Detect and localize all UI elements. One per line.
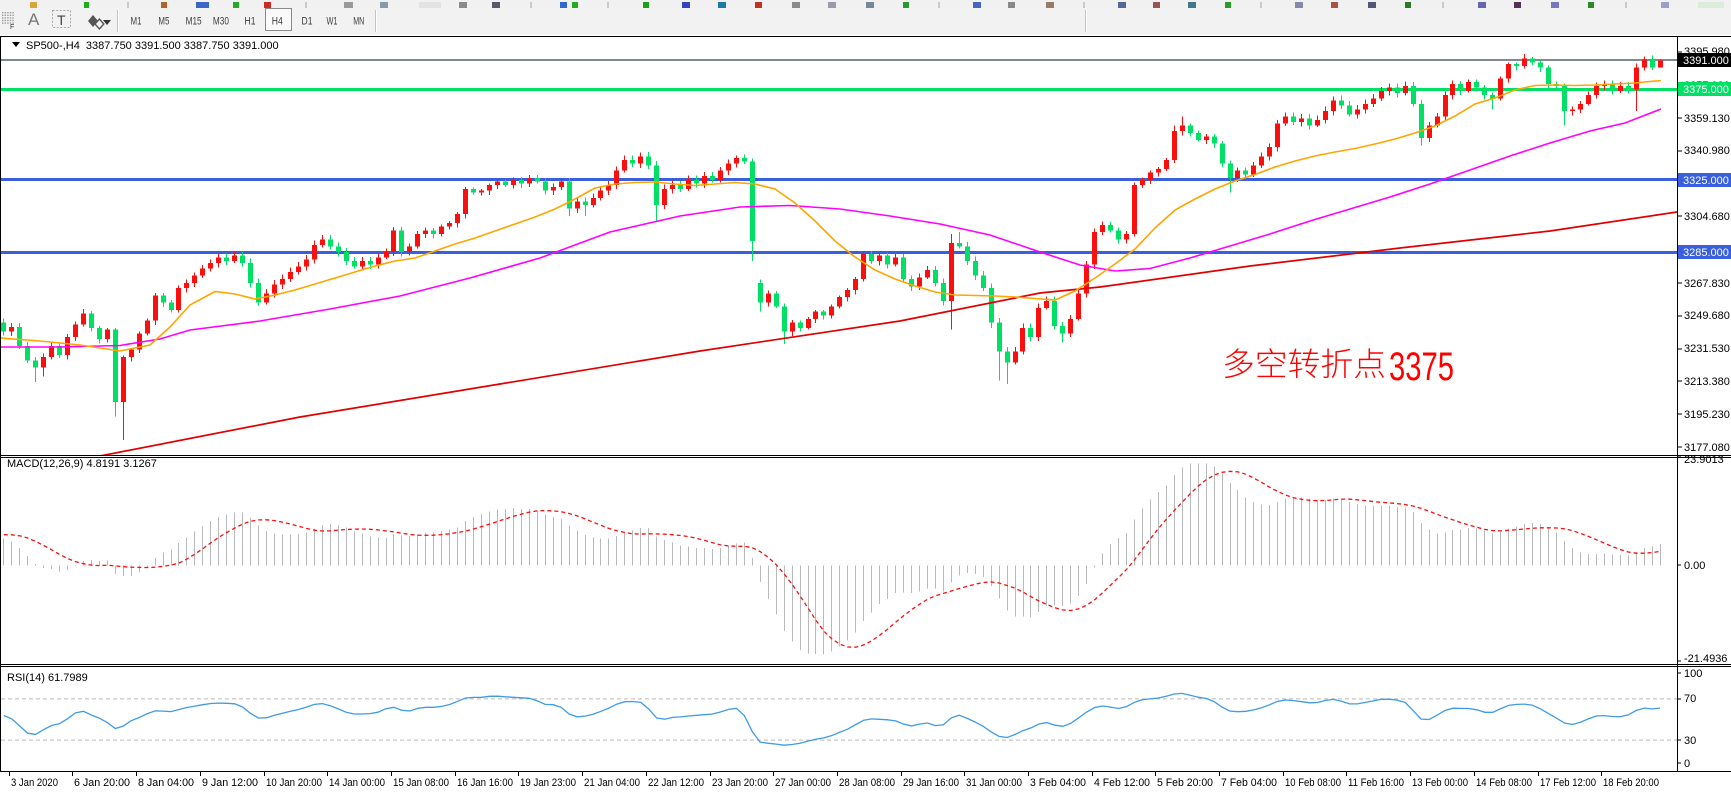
svg-text:W1: W1 xyxy=(327,16,338,28)
svg-text:0.00: 0.00 xyxy=(1684,560,1705,572)
svg-text:27 Jan 00:00: 27 Jan 00:00 xyxy=(775,777,831,789)
svg-text:3177.080: 3177.080 xyxy=(1684,442,1730,454)
svg-text:M5: M5 xyxy=(158,16,169,28)
svg-text:F: F xyxy=(10,24,14,31)
svg-text:4 Feb 12:00: 4 Feb 12:00 xyxy=(1094,777,1150,789)
svg-text:5 Feb 20:00: 5 Feb 20:00 xyxy=(1157,777,1213,789)
svg-text:3 Feb 04:00: 3 Feb 04:00 xyxy=(1030,777,1086,789)
svg-text:3391.000: 3391.000 xyxy=(1683,55,1729,67)
svg-text:MN: MN xyxy=(353,16,364,28)
svg-text:22 Jan 12:00: 22 Jan 12:00 xyxy=(648,777,704,789)
svg-text:15 Jan 08:00: 15 Jan 08:00 xyxy=(393,777,449,789)
svg-text:19 Jan 23:00: 19 Jan 23:00 xyxy=(520,777,576,789)
svg-text:3304.680: 3304.680 xyxy=(1684,211,1730,223)
svg-text:70: 70 xyxy=(1684,693,1696,705)
svg-text:3213.380: 3213.380 xyxy=(1684,376,1730,388)
svg-text:13 Feb 00:00: 13 Feb 00:00 xyxy=(1412,777,1468,789)
svg-text:A: A xyxy=(28,10,40,29)
svg-text:17 Feb 12:00: 17 Feb 12:00 xyxy=(1540,777,1596,789)
svg-text:6 Jan 20:00: 6 Jan 20:00 xyxy=(74,777,130,789)
svg-text:11 Feb 16:00: 11 Feb 16:00 xyxy=(1348,777,1404,789)
svg-text:3375.000: 3375.000 xyxy=(1683,84,1729,96)
svg-text:MACD(12,26,9) 4.8191 3.1267: MACD(12,26,9) 4.8191 3.1267 xyxy=(7,458,157,470)
svg-text:100: 100 xyxy=(1684,668,1702,680)
svg-text:-21.4936: -21.4936 xyxy=(1684,653,1727,665)
svg-text:3 Jan 2020: 3 Jan 2020 xyxy=(11,777,58,789)
svg-text:T: T xyxy=(57,12,66,28)
svg-text:RSI(14) 61.7989: RSI(14) 61.7989 xyxy=(7,672,88,684)
svg-text:3359.130: 3359.130 xyxy=(1684,113,1730,125)
svg-text:14 Jan 00:00: 14 Jan 00:00 xyxy=(329,777,385,789)
svg-text:M1: M1 xyxy=(131,16,142,28)
svg-text:3285.000: 3285.000 xyxy=(1683,247,1729,259)
svg-text:0: 0 xyxy=(1684,758,1690,770)
svg-text:H1: H1 xyxy=(245,16,256,28)
svg-text:8 Jan 04:00: 8 Jan 04:00 xyxy=(138,777,194,789)
svg-text:18 Feb 20:00: 18 Feb 20:00 xyxy=(1603,777,1659,789)
svg-text:3249.680: 3249.680 xyxy=(1684,310,1730,322)
svg-text:21 Jan 04:00: 21 Jan 04:00 xyxy=(584,777,640,789)
svg-text:14 Feb 08:00: 14 Feb 08:00 xyxy=(1476,777,1532,789)
svg-text:D1: D1 xyxy=(302,16,313,28)
svg-text:3267.830: 3267.830 xyxy=(1684,278,1730,290)
svg-text:9 Jan 12:00: 9 Jan 12:00 xyxy=(202,777,258,789)
svg-text:3231.530: 3231.530 xyxy=(1684,343,1730,355)
svg-text:7 Feb 04:00: 7 Feb 04:00 xyxy=(1221,777,1277,789)
svg-text:3340.980: 3340.980 xyxy=(1684,145,1730,157)
svg-text:29 Jan 16:00: 29 Jan 16:00 xyxy=(903,777,959,789)
svg-text:M15: M15 xyxy=(186,16,202,28)
svg-text:16 Jan 16:00: 16 Jan 16:00 xyxy=(457,777,513,789)
svg-text:H4: H4 xyxy=(272,16,283,28)
svg-text:SP500-,H4 3387.750 3391.500 3: SP500-,H4 3387.750 3391.500 3387.750 339… xyxy=(26,40,279,52)
svg-text:3375: 3375 xyxy=(1389,345,1454,389)
svg-text:30: 30 xyxy=(1684,735,1696,747)
svg-text:3195.230: 3195.230 xyxy=(1684,409,1730,421)
svg-text:3325.000: 3325.000 xyxy=(1683,175,1729,187)
svg-text:23.9013: 23.9013 xyxy=(1684,454,1724,466)
svg-text:10 Feb 08:00: 10 Feb 08:00 xyxy=(1285,777,1341,789)
svg-text:M30: M30 xyxy=(213,16,229,28)
svg-text:10 Jan 20:00: 10 Jan 20:00 xyxy=(266,777,322,789)
svg-text:28 Jan 08:00: 28 Jan 08:00 xyxy=(839,777,895,789)
svg-text:23 Jan 20:00: 23 Jan 20:00 xyxy=(712,777,768,789)
svg-text:31 Jan 00:00: 31 Jan 00:00 xyxy=(966,777,1022,789)
